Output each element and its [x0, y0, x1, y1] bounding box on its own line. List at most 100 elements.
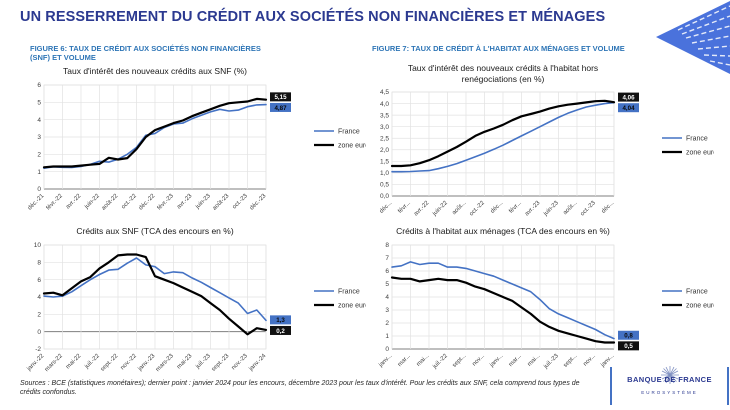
svg-text:zone euro: zone euro [686, 150, 714, 157]
svg-text:7: 7 [385, 255, 389, 262]
svg-text:déc.-21: déc.-21 [27, 192, 46, 211]
svg-text:mai-23: mai-23 [176, 352, 194, 370]
svg-text:déc...: déc... [490, 200, 505, 215]
series-zone-euro [390, 99, 616, 168]
legend: France zone euro [314, 288, 369, 309]
svg-text:mars-22: mars-22 [44, 352, 64, 372]
chart-habitat-rates: Taux d'intérêt des nouveaux crédits à l'… [366, 63, 717, 239]
figure7-caption: FIGURE 7: TAUX DE CRÉDIT À L'HABITAT AUX… [372, 44, 625, 53]
svg-text:0,2: 0,2 [276, 327, 285, 334]
svg-text:1: 1 [385, 333, 389, 340]
series-zone-euro [42, 97, 268, 169]
svg-text:8: 8 [37, 259, 41, 266]
svg-text:mar...: mar... [508, 353, 523, 368]
x-axis: janv... mar... mai... juil.-22 sept... nov...… [377, 244, 616, 370]
svg-text:2,5: 2,5 [380, 136, 389, 143]
end-label-zone-euro: 4,06 [618, 92, 639, 102]
svg-text:zone euro: zone euro [686, 302, 714, 309]
svg-text:zone euro: zone euro [338, 302, 366, 309]
svg-text:août-22: août-22 [101, 192, 120, 211]
starburst-icon [660, 365, 680, 390]
svg-text:4: 4 [385, 294, 389, 301]
svg-text:avr.-22: avr.-22 [65, 192, 83, 210]
svg-text:oct.-23: oct.-23 [232, 192, 250, 210]
legend: France zone euro [662, 288, 717, 309]
chart-habitat-outstanding-title: Crédits à l'habitat aux ménages (TCA des… [396, 226, 610, 236]
svg-text:juil.-23: juil.-23 [542, 352, 560, 370]
svg-text:févr.-23: févr.-23 [157, 192, 176, 211]
svg-text:oct.-23: oct.-23 [580, 200, 598, 218]
y-axis: 0 1 2 3 4 5 6 [37, 82, 266, 193]
svg-text:0,5: 0,5 [380, 182, 389, 189]
legend: France zone euro [662, 136, 717, 157]
svg-text:déc.-22: déc.-22 [138, 192, 157, 211]
svg-text:4: 4 [37, 116, 41, 123]
svg-text:5: 5 [385, 281, 389, 288]
chart-snf-outstanding-canvas: -2 0 2 4 6 8 10 janv.-22 mars-22 mai-22 juil.-22 se… [18, 239, 370, 392]
figure6-caption: FIGURE 6: TAUX DE CRÉDIT AUX SOCIÉTÉS NO… [30, 44, 261, 63]
svg-text:3: 3 [385, 307, 389, 314]
svg-text:juil.-22: juil.-22 [83, 352, 101, 370]
svg-text:0,0: 0,0 [380, 193, 389, 200]
page-title: UN RESSERREMENT DU CRÉDIT AUX SOCIÉTÉS N… [20, 9, 606, 25]
brand-left-rule [610, 367, 612, 405]
brand-right-rule [727, 367, 729, 405]
chart-snf-rates-canvas: 0 1 2 3 4 5 6 déc.-21 févr.-22 avr.-22 juin-22 août… [18, 79, 369, 232]
svg-text:8: 8 [385, 242, 389, 249]
svg-text:0: 0 [37, 328, 41, 335]
svg-text:1,0: 1,0 [380, 170, 389, 177]
svg-text:2,0: 2,0 [380, 147, 389, 154]
end-label-france: 0,8 [618, 330, 639, 340]
series-zone-euro [390, 276, 616, 344]
chart-habitat-outstanding-canvas: 0 1 2 3 4 5 6 7 8 janv... mar... mai... juil.-22 sept… [366, 239, 717, 392]
corner-triangle-logo-icon [652, 0, 730, 76]
svg-text:avr.-23: avr.-23 [176, 192, 194, 210]
svg-text:2: 2 [37, 311, 41, 318]
svg-text:juin-22: juin-22 [431, 200, 449, 218]
chart-habitat-outstanding: Crédits à l'habitat aux ménages (TCA des… [366, 226, 717, 392]
svg-text:juin-23: juin-23 [194, 192, 212, 210]
brand-name: BANQUE DE FRANCE [627, 375, 712, 384]
svg-text:5: 5 [37, 99, 41, 106]
chart-habitat-rates-canvas: 0,0 0,5 1,0 1,5 2,0 2,5 3,0 3,5 4,0 4,5 déc... févr… [366, 86, 717, 239]
svg-text:févr...: févr... [508, 200, 523, 215]
svg-text:mai-22: mai-22 [65, 352, 83, 370]
svg-text:janv...: janv... [377, 353, 393, 369]
svg-text:sept...: sept... [452, 353, 468, 369]
svg-text:nov...: nov... [583, 353, 598, 368]
svg-text:-2: -2 [35, 346, 41, 353]
svg-text:1,5: 1,5 [380, 159, 389, 166]
x-axis: déc.-21 févr.-22 avr.-22 juin-22 août-22 oct.… [27, 84, 268, 211]
svg-text:déc...: déc... [379, 200, 394, 215]
svg-text:3,5: 3,5 [380, 113, 389, 120]
svg-text:nov.-23: nov.-23 [231, 352, 250, 371]
sources-note: Sources : BCE (statistiques monétaires);… [20, 380, 580, 397]
chart-habitat-rates-title: Taux d'intérêt des nouveaux crédits à l'… [407, 63, 599, 84]
svg-text:août...: août... [562, 200, 578, 216]
svg-text:sept.-23: sept.-23 [211, 352, 231, 372]
svg-text:sept...: sept... [563, 353, 579, 369]
svg-text:10: 10 [34, 242, 42, 249]
end-label-france: 1,3 [270, 314, 291, 324]
series-France [391, 102, 615, 173]
svg-text:4: 4 [37, 294, 41, 301]
svg-text:3: 3 [37, 134, 41, 141]
svg-text:4,87: 4,87 [274, 104, 287, 111]
svg-text:0: 0 [385, 346, 389, 353]
svg-text:0: 0 [37, 186, 41, 193]
svg-text:févr.-22: févr.-22 [46, 192, 65, 211]
x-axis: déc... févr... avr.-22 juin-22 août... oct.-2… [379, 92, 616, 218]
svg-text:déc.-23: déc.-23 [249, 192, 268, 211]
svg-text:févr...: févr... [397, 200, 412, 215]
svg-text:France: France [338, 288, 360, 295]
svg-text:mar...: mar... [397, 353, 412, 368]
y-axis: -2 0 2 4 6 8 10 [34, 242, 266, 353]
svg-text:juil.-22: juil.-22 [431, 352, 449, 370]
svg-text:août-23: août-23 [212, 192, 231, 211]
svg-text:3,0: 3,0 [380, 124, 389, 131]
svg-text:2: 2 [385, 320, 389, 327]
